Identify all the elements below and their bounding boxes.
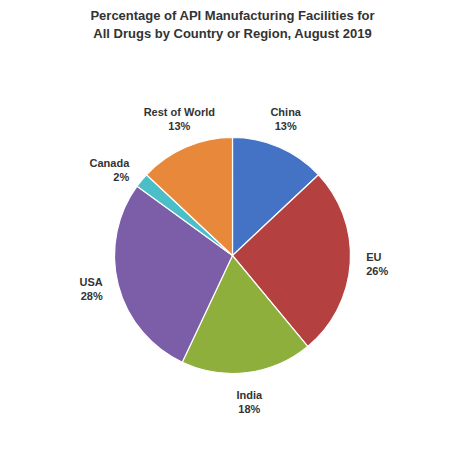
slice-label-value: 13% (275, 120, 297, 132)
slice-label-value: 18% (238, 403, 260, 415)
slice-label: Canada 2% (90, 157, 131, 183)
pie (114, 138, 350, 374)
slice-label-name: India (236, 389, 263, 401)
slice-label-value: 13% (168, 120, 190, 132)
slice-label: Rest of World 13% (144, 106, 215, 132)
title-line: All Drugs by Country or Region, August 2… (93, 26, 371, 41)
slice (146, 138, 232, 256)
title-line: Percentage of API Manufacturing Faciliti… (90, 8, 374, 23)
title: Percentage of API Manufacturing Faciliti… (90, 8, 374, 41)
slice-label: India 18% (236, 389, 263, 415)
slice-label: China 13% (270, 106, 301, 132)
slice-label-value: 2% (113, 171, 129, 183)
chart: Percentage of API Manufacturing Faciliti… (0, 0, 465, 455)
slice-label-value: 28% (81, 290, 103, 302)
slice-label-name: EU (366, 251, 381, 263)
slice-label-name: Rest of World (144, 106, 215, 118)
slice-label: USA 28% (79, 276, 102, 302)
slice-label-name: USA (79, 276, 102, 288)
slice-label-value: 26% (366, 265, 388, 277)
slice-label-name: Canada (90, 157, 131, 169)
slice-label: EU 26% (366, 251, 388, 277)
slice-label-name: China (270, 106, 301, 118)
labels: China 13% EU 26% India 18% USA 28% Canada 2% Rest … (79, 106, 388, 416)
